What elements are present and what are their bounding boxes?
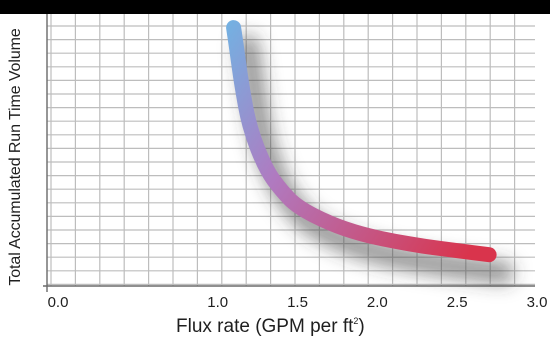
x-tick-label: 2.0 [367, 294, 388, 311]
x-axis-label-main: Flux rate (GPM per ft [176, 316, 353, 337]
top-bar [0, 0, 550, 14]
x-tick-label: 1.5 [287, 294, 308, 311]
x-tick-labels: 0.0 1.0 1.5 2.0 2.5 3.0 [48, 294, 548, 311]
y-axis-label-wrap: Total Accumulated Run Time Volume [0, 14, 30, 300]
x-tick-label: 2.5 [447, 294, 468, 311]
x-tick-label: 3.0 [527, 294, 548, 311]
x-tick-label: 0.0 [48, 294, 69, 311]
x-tick-label: 1.0 [207, 294, 228, 311]
x-axis-label-suffix: ) [358, 316, 364, 337]
y-axis-label: Total Accumulated Run Time Volume [7, 28, 25, 285]
x-axis-label: Flux rate (GPM per ft2) [176, 316, 365, 338]
